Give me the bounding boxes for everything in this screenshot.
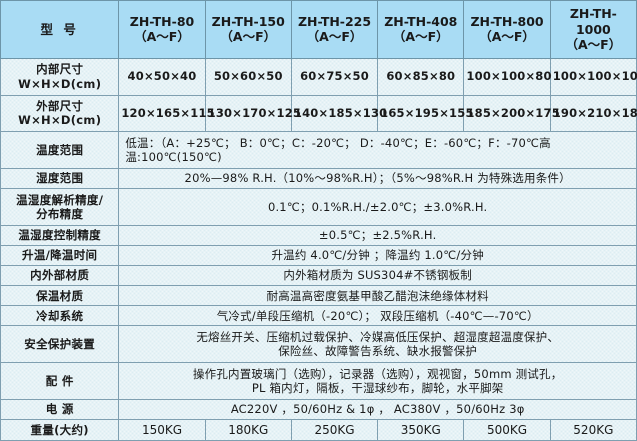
cell-value-cooling-system: 气冷式/单段压缩机（-20℃）； 双段压缩机（-40℃—-70℃） [118, 305, 637, 327]
row-label-material: 内外部材质 [0, 265, 120, 287]
label-line-2: 分布精度 [36, 206, 84, 221]
cell-value: 180KG [204, 419, 292, 441]
row-label-insulation-material: 保温材质 [0, 285, 120, 307]
header-model-3: ZH-TH-225 （A～F） [290, 0, 379, 59]
model-name: ZH-TH-408 [384, 13, 458, 29]
cell-value-resolution-accuracy: 0.1℃；0.1%R.H./±2.0℃；±3.0%R.H. [118, 188, 637, 226]
cell-value-safety-devices: 无熔丝开关、压缩机过载保护、冷媒高低压保护、超湿度超温度保护、 保险丝、故障警告… [118, 325, 637, 364]
label-line-1: 内部尺寸 [36, 62, 84, 77]
model-series: （A～F） [565, 37, 622, 53]
cell-value: 350KG [377, 419, 465, 441]
row-label-control-accuracy: 温湿度控制精度 [0, 224, 120, 246]
cell-value: 60×85×80 [377, 57, 465, 96]
cell-value-accessories: 操作孔内置玻璃门（选购），记录器（选购），观视窗，50mm 测试孔， PL 箱内… [118, 362, 637, 400]
row-label-humidity-range: 湿度范围 [0, 167, 120, 190]
model-name: ZH-TH-225 [297, 13, 372, 29]
cell-value: 60×75×50 [290, 57, 379, 96]
cell-value: 250KG [290, 419, 379, 441]
table-row: 保温材质 耐高温高密度氨基甲酸乙醋泡沫绝缘体材料 [0, 285, 637, 307]
model-series: （A～F） [220, 29, 277, 45]
table-row: 升温/降温时间 升温约 4.0℃/分钟 ；降温约 1.0℃/分钟 [0, 244, 637, 267]
cell-value: 520KG [549, 419, 637, 441]
cell-value: 150KG [118, 419, 206, 441]
row-label-safety-devices: 安全保护装置 [0, 325, 120, 364]
cell-value-temperature-range: 低温：（A：+25℃； B：0℃；C：-20℃； D：-40℃；E：-60℃；F… [118, 131, 637, 169]
label-line-1: 温湿度解析精度/ [16, 192, 104, 207]
cell-value-power-supply: AC220V ，50/60Hz & 1φ ， AC380V ，50/60Hz 3… [118, 398, 637, 421]
model-name: ZH-TH-800 [470, 13, 544, 29]
safety-line-2: 保险丝、故障警告系统、缺水报警保护 [278, 344, 478, 359]
row-label-cooling-system: 冷却系统 [0, 305, 120, 327]
row-label-internal-dimensions: 内部尺寸 W×H×D(cm) [0, 57, 120, 96]
table-row: 冷却系统 气冷式/单段压缩机（-20℃）； 双段压缩机（-40℃—-70℃） [0, 305, 637, 327]
cell-value: 500KG [463, 419, 551, 441]
header-model-6: ZH-TH-1000 （A～F） [549, 0, 637, 59]
cell-value: 140×185×130 [290, 94, 387, 133]
label-line-2: W×H×D(cm) [18, 76, 102, 91]
table-row: 配 件 操作孔内置玻璃门（选购），记录器（选购），观视窗，50mm 测试孔， P… [0, 362, 637, 400]
model-series: （A～F） [306, 29, 363, 45]
header-model-2: ZH-TH-150 （A～F） [204, 0, 292, 59]
table-row: 温度范围 低温：（A：+25℃； B：0℃；C：-20℃； D：-40℃；E：-… [0, 131, 637, 169]
cell-value: 100×100×100 [549, 57, 637, 96]
cell-value: 100×100×80 [463, 57, 552, 96]
table-row: 温湿度解析精度/ 分布精度 0.1℃；0.1%R.H./±2.0℃；±3.0%R… [0, 188, 637, 226]
table-row: 内外部材质 内外箱材质为 SUS304#不锈钢板制 [0, 265, 637, 287]
table-row: 内部尺寸 W×H×D(cm) 40×50×40 50×60×50 60×75×5… [0, 57, 637, 96]
accessories-line-1: 操作孔内置玻璃门（选购），记录器（选购），观视窗，50mm 测试孔， [192, 366, 563, 381]
cell-value: 120×165×115 [118, 94, 215, 133]
cell-value-heating-cooling-rate: 升温约 4.0℃/分钟 ；降温约 1.0℃/分钟 [118, 244, 637, 267]
row-label-resolution-accuracy: 温湿度解析精度/ 分布精度 [0, 188, 120, 226]
model-series: （A～F） [134, 29, 190, 45]
label-line-1: 外部尺寸 [36, 99, 84, 113]
accessories-line-2: PL 箱内灯，隔板，干湿球纱布，脚轮，水平脚架 [251, 381, 504, 396]
cell-value: 165×195×155 [377, 94, 473, 133]
header-model-5: ZH-TH-800 （A～F） [463, 0, 551, 59]
row-label-temperature-range: 温度范围 [0, 131, 120, 169]
cell-value-material: 内外箱材质为 SUS304#不锈钢板制 [118, 265, 637, 287]
cell-value: 130×170×125 [204, 94, 301, 133]
table-header-row: 型 号 ZH-TH-80 （A～F） ZH-TH-150 （A～F） ZH-TH… [0, 0, 637, 59]
safety-line-1: 无熔丝开关、压缩机过载保护、冷媒高低压保护、超湿度超温度保护、 [196, 329, 560, 344]
table-row: 湿度范围 20%—98% R.H.（10%～98%R.H）；（5%～98%R.H… [0, 167, 637, 190]
row-label-accessories: 配 件 [0, 362, 120, 400]
table-row: 安全保护装置 无熔丝开关、压缩机过载保护、冷媒高低压保护、超湿度超温度保护、 保… [0, 325, 637, 364]
cell-value-humidity-range: 20%—98% R.H.（10%～98%R.H）；（5%～98%R.H 为特殊选… [118, 167, 637, 190]
cell-value: 50×60×50 [204, 57, 292, 96]
row-label-external-dimensions: 外部尺寸 W×H×D(cm) [0, 94, 120, 133]
table-row: 外部尺寸 W×H×D(cm) 120×165×115 130×170×125 1… [0, 94, 637, 133]
row-label-heating-cooling-rate: 升温/降温时间 [0, 244, 120, 267]
table-row: 温湿度控制精度 ±0.5℃；±2.5%R.H. [0, 224, 637, 246]
model-series: （A～F） [479, 29, 535, 45]
row-label-power-supply: 电 源 [0, 398, 120, 421]
cell-value: 185×200×175 [463, 94, 560, 133]
row-label-weight: 重量(大约) [0, 419, 120, 441]
label-line-2: W×H×D(cm) [18, 113, 102, 128]
model-name: ZH-TH-80 [129, 13, 195, 29]
header-model-1: ZH-TH-80 （A～F） [118, 0, 206, 59]
model-name: ZH-TH-150 [211, 13, 285, 29]
cell-value: 40×50×40 [118, 57, 206, 96]
model-series: （A～F） [392, 29, 449, 45]
header-model-4: ZH-TH-408 （A～F） [377, 0, 465, 59]
model-name: ZH-TH-1000 [569, 5, 617, 37]
table-row: 重量(大约) 150KG 180KG 250KG 350KG 500KG 520… [0, 419, 637, 441]
table-row: 电 源 AC220V ，50/60Hz & 1φ ， AC380V ，50/60… [0, 398, 637, 421]
cell-value: 190×210×185 [549, 94, 637, 133]
header-model-label: 型 号 [0, 0, 120, 59]
cell-value-control-accuracy: ±0.5℃；±2.5%R.H. [118, 224, 637, 246]
cell-value-insulation-material: 耐高温高密度氨基甲酸乙醋泡沫绝缘体材料 [118, 285, 637, 307]
